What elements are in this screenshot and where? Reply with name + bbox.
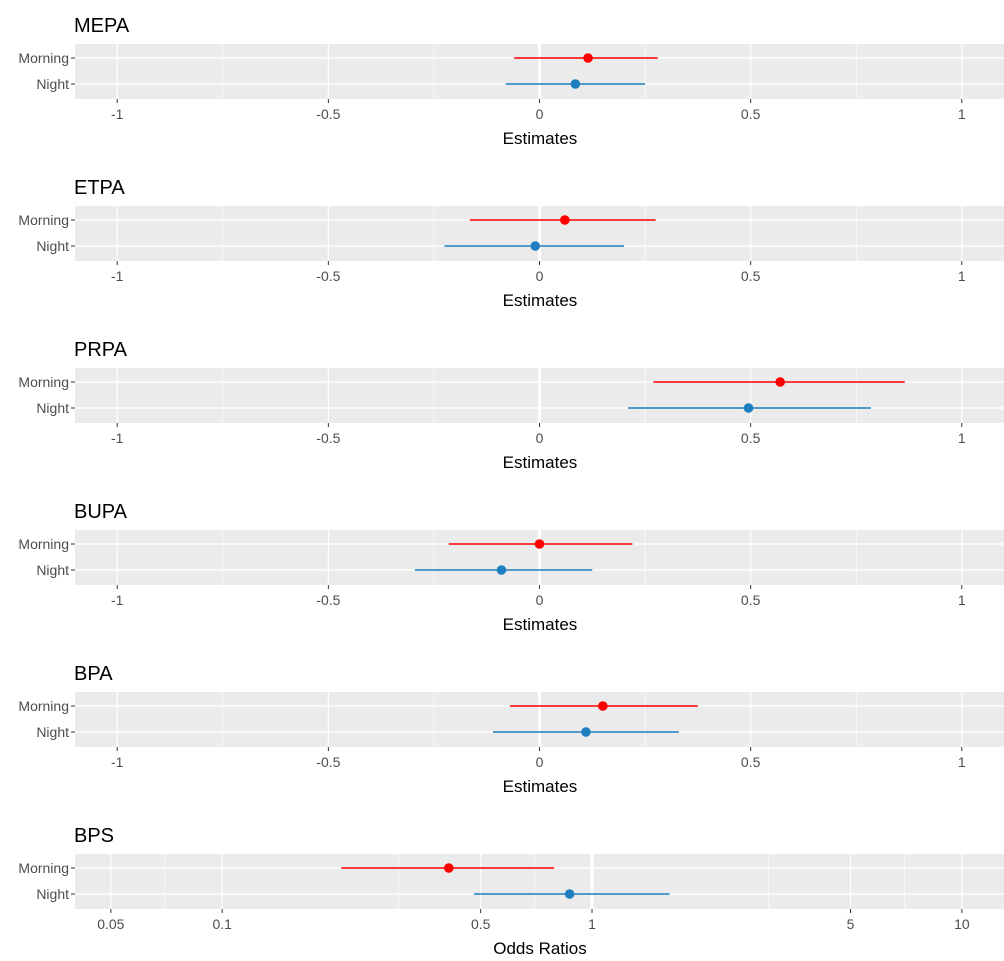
- x-tick-label: 0.1: [212, 916, 232, 932]
- x-tick-label: -1: [111, 268, 124, 284]
- x-tick-label: -1: [111, 106, 124, 122]
- x-axis-label: Estimates: [503, 777, 578, 796]
- y-tick-label-morning: Morning: [18, 50, 69, 66]
- y-tick-label-morning: Morning: [18, 698, 69, 714]
- estimate-point-morning: [598, 701, 608, 711]
- x-tick-label: 1: [958, 592, 966, 608]
- estimate-point-night: [496, 565, 507, 575]
- panel-title: ETPA: [74, 177, 125, 199]
- y-tick-label-night: Night: [36, 238, 69, 254]
- y-tick-label-night: Night: [36, 400, 69, 416]
- x-axis-label: Estimates: [503, 129, 578, 148]
- x-axis-label: Odds Ratios: [493, 939, 587, 958]
- estimate-point-morning: [583, 53, 593, 63]
- x-axis-label: Estimates: [503, 615, 578, 634]
- x-tick-label: 0.5: [741, 430, 761, 446]
- estimate-point-night: [564, 889, 575, 899]
- estimate-point-morning: [444, 863, 454, 873]
- x-tick-label: 10: [954, 916, 970, 932]
- x-tick-label: 0: [536, 106, 544, 122]
- x-tick-label: -1: [111, 754, 124, 770]
- panel-title: PRPA: [74, 339, 128, 361]
- y-tick-label-night: Night: [36, 724, 69, 740]
- panel-bupa: BUPA Morning Night -1 -0.5 0 0.5 1 Estimates: [18, 501, 1004, 634]
- x-axis-label: Estimates: [503, 291, 578, 310]
- y-tick-label-night: Night: [36, 562, 69, 578]
- estimate-point-morning: [534, 539, 545, 549]
- panel-bps: BPS Morning Night 0.05 0.1 0.5 1 5 10 Odds Ratios: [18, 825, 1004, 958]
- panel-title: BUPA: [74, 501, 128, 523]
- x-tick-label: 0.5: [741, 592, 761, 608]
- x-tick-label: 0.05: [97, 916, 124, 932]
- panel-background: [75, 854, 1004, 909]
- y-tick-label-morning: Morning: [18, 536, 69, 552]
- x-tick-label: 1: [958, 430, 966, 446]
- panel-bpa: BPA Morning Night -1 -0.5 0 0.5 1 Estimates: [18, 663, 1004, 796]
- x-tick-label: -0.5: [316, 592, 340, 608]
- x-tick-label: -0.5: [316, 430, 340, 446]
- estimate-point-night: [570, 79, 581, 89]
- y-tick-label-morning: Morning: [18, 860, 69, 876]
- panel-title: MEPA: [74, 15, 130, 37]
- y-tick-label-night: Night: [36, 886, 69, 902]
- x-axis-label: Estimates: [503, 453, 578, 472]
- x-tick-label: 0: [536, 592, 544, 608]
- x-tick-label: 1: [588, 916, 596, 932]
- x-tick-label: -0.5: [316, 754, 340, 770]
- x-tick-label: 0.5: [471, 916, 491, 932]
- panel-prpa: PRPA Morning Night -1 -0.5 0 0.5 1 Estimates: [18, 339, 1004, 472]
- estimate-point-morning: [560, 215, 570, 225]
- x-tick-label: 1: [958, 106, 966, 122]
- x-tick-label: -1: [111, 430, 124, 446]
- x-tick-label: 0: [536, 268, 544, 284]
- x-tick-label: -1: [111, 592, 124, 608]
- y-tick-label-morning: Morning: [18, 374, 69, 390]
- estimate-point-morning: [775, 377, 785, 387]
- x-tick-label: 1: [958, 754, 966, 770]
- x-tick-label: 1: [958, 268, 966, 284]
- estimate-point-night: [581, 727, 591, 737]
- panel-mepa: MEPA Morning Night -1 -0.5 0 0.5 1 Estimates: [18, 15, 1004, 148]
- x-tick-label: -0.5: [316, 106, 340, 122]
- y-tick-label-night: Night: [36, 76, 69, 92]
- panel-title: BPS: [74, 825, 114, 847]
- x-tick-label: 0: [536, 754, 544, 770]
- estimate-point-night: [743, 403, 754, 413]
- x-tick-label: 0.5: [741, 106, 761, 122]
- panel-title: BPA: [74, 663, 113, 685]
- x-tick-label: 0: [536, 430, 544, 446]
- panel-etpa: ETPA Morning Night -1 -0.5 0 0.5 1 Estimates: [18, 177, 1004, 310]
- y-tick-label-morning: Morning: [18, 212, 69, 228]
- x-tick-label: -0.5: [316, 268, 340, 284]
- x-tick-label: 0.5: [741, 268, 761, 284]
- x-tick-label: 0.5: [741, 754, 761, 770]
- estimate-point-night: [530, 241, 541, 251]
- x-tick-label: 5: [847, 916, 855, 932]
